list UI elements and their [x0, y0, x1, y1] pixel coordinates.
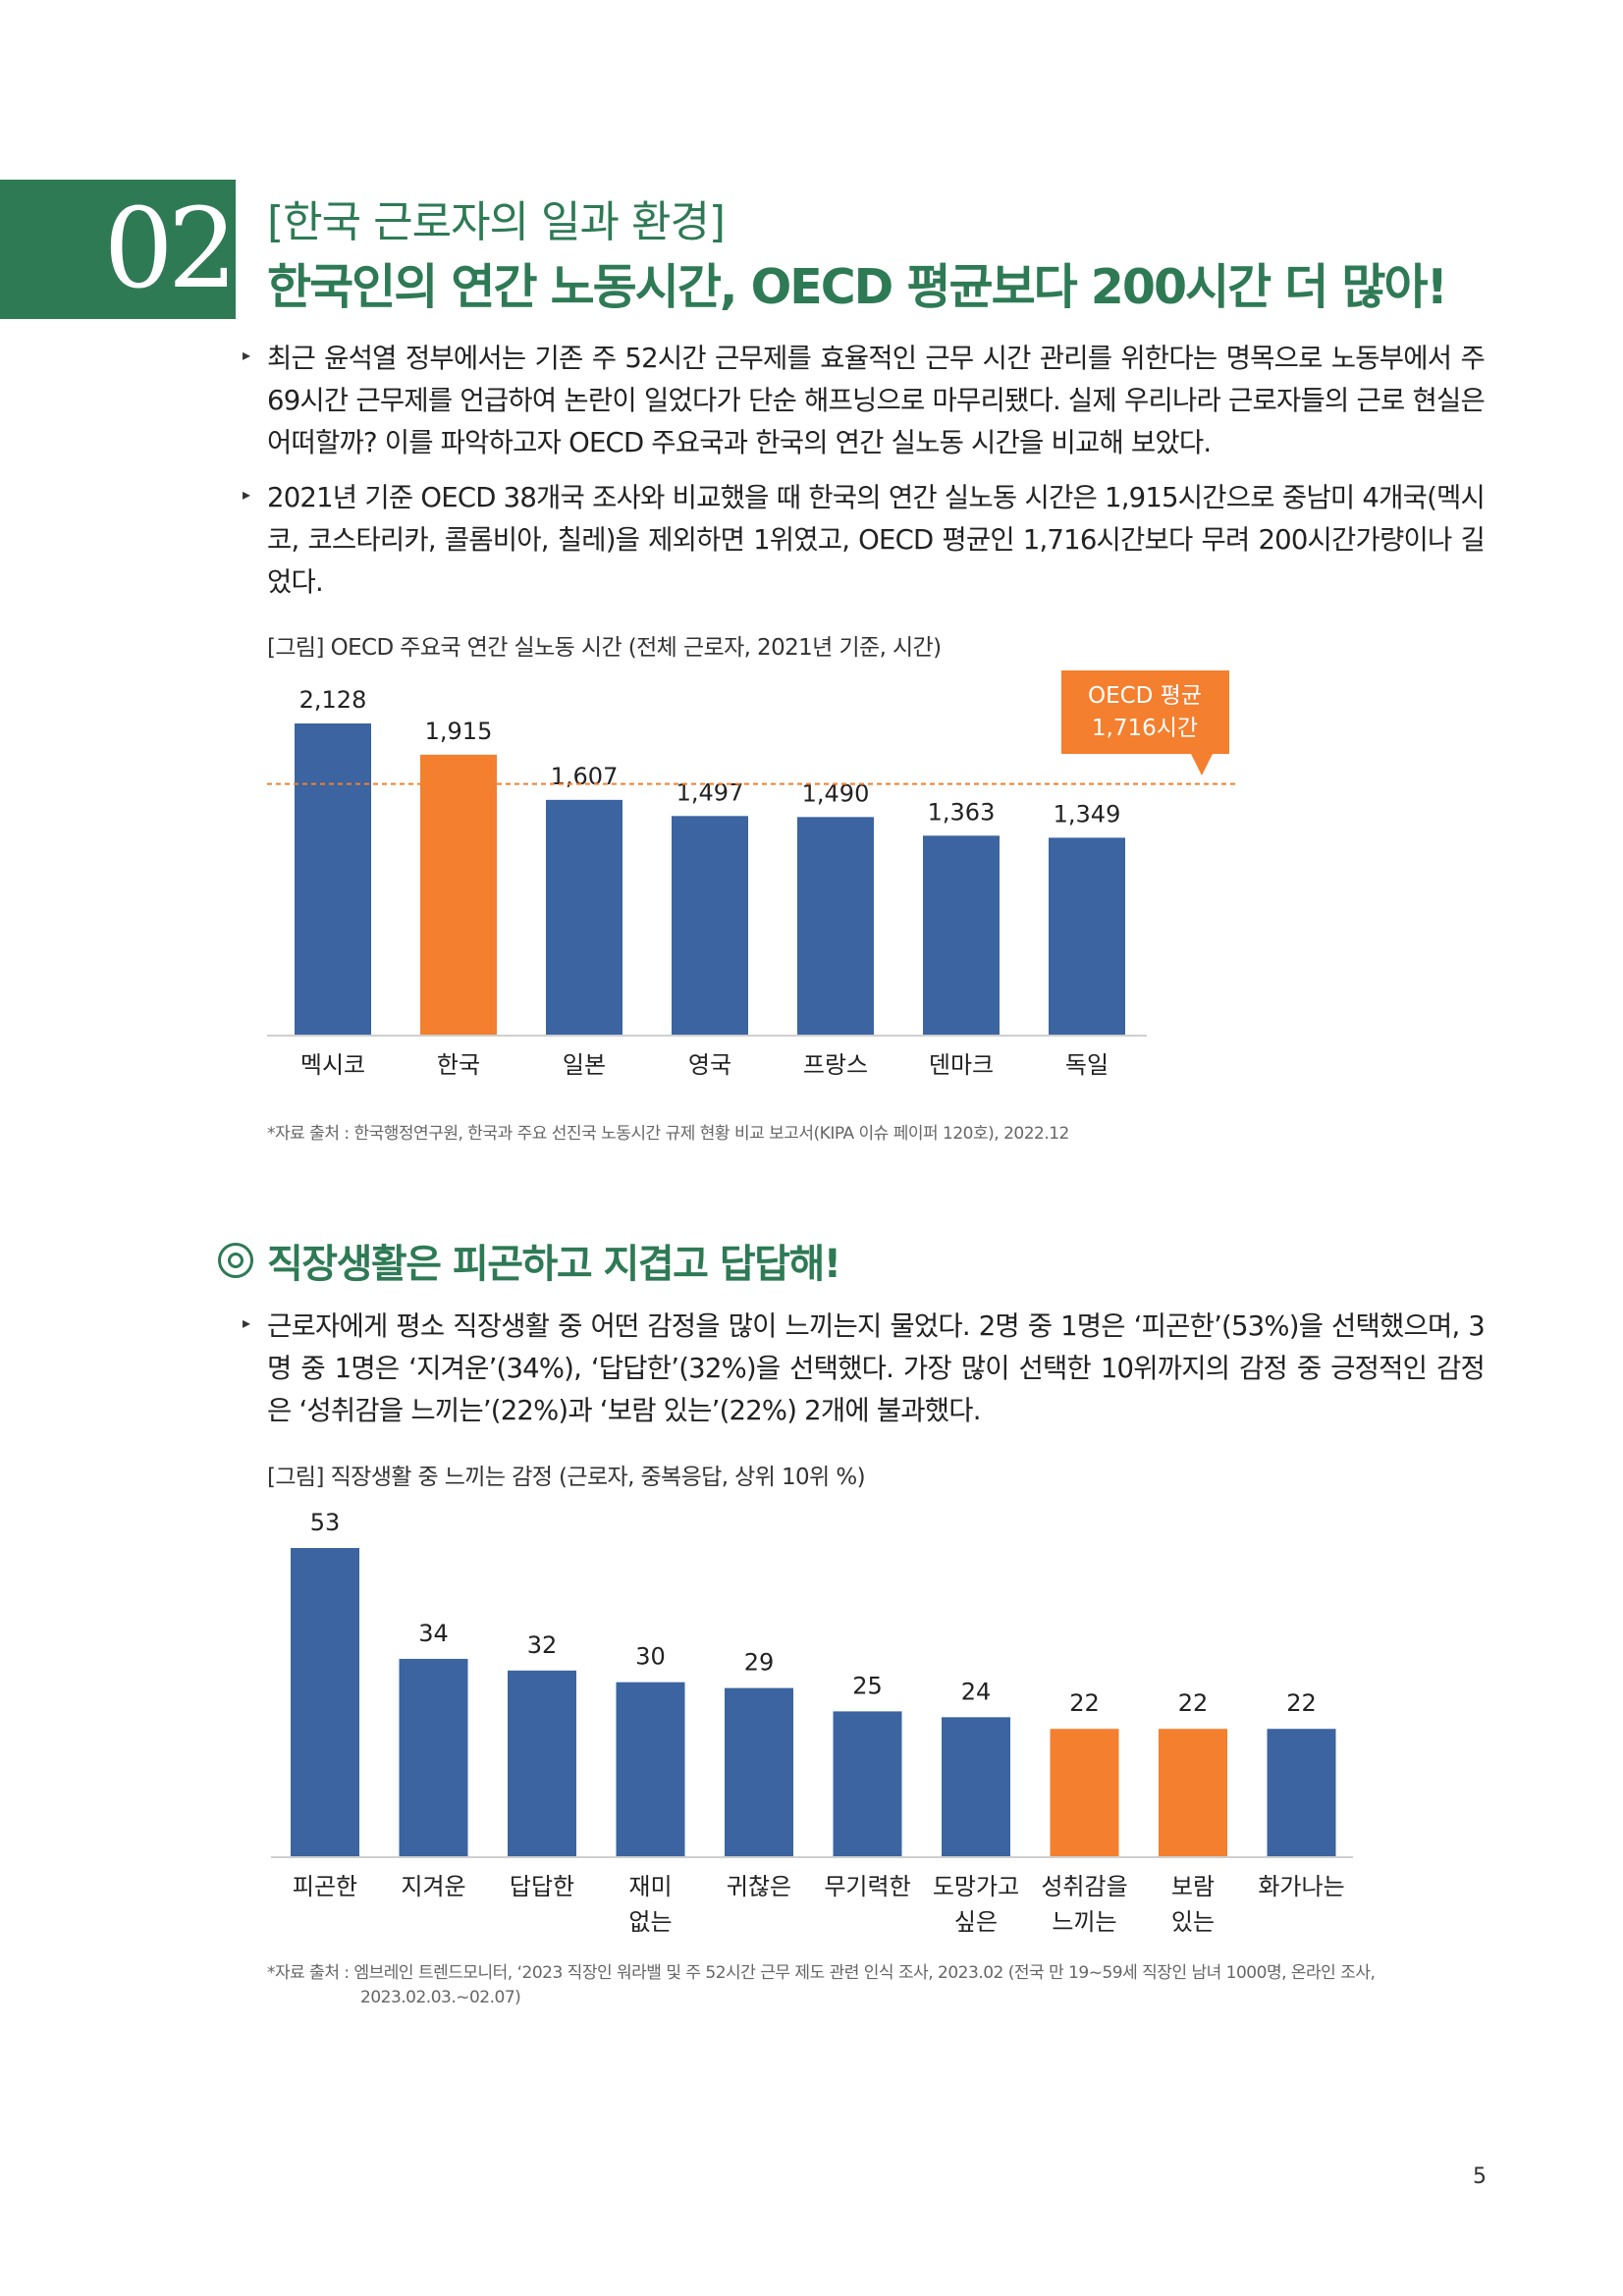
bar [616, 1682, 685, 1857]
oecd-hours-chart: 2,128멕시코1,915한국1,607일본1,497영국1,490프랑스1,3… [267, 670, 1239, 1079]
bar [420, 754, 497, 1036]
category-label: 보람 [1171, 1873, 1215, 1900]
bar [942, 1717, 1010, 1857]
page-number: 5 [1473, 2164, 1487, 2189]
section2-title: 직장생활은 피곤하고 지겹고 답답해! [267, 1242, 841, 1287]
bar [295, 723, 371, 1036]
category-label: 재미 [628, 1873, 672, 1900]
bar-value-label: 22 [1069, 1689, 1100, 1717]
bar [291, 1548, 359, 1857]
category-label: 지겨운 [401, 1873, 465, 1900]
page-title: 한국인의 연간 노동시간, OECD 평균보다 200시간 더 많아! [267, 259, 1448, 315]
figure1-caption: [그림] OECD 주요국 연간 실노동 시간 (전체 근로자, 2021년 기… [267, 635, 942, 661]
category-label: 귀찮은 [727, 1873, 791, 1900]
section-number: 02 [103, 186, 237, 313]
intro-paragraph-2: 2021년 기준 OECD 38개국 조사와 비교했을 때 한국의 연간 실노동… [267, 482, 1486, 598]
bar-value-label: 1,915 [425, 718, 493, 745]
category-label: 프랑스 [803, 1051, 868, 1079]
bar-value-label: 2,128 [299, 686, 367, 714]
category-label: 무기력한 [824, 1873, 910, 1900]
category-label: 영국 [688, 1051, 731, 1079]
bar [1159, 1729, 1227, 1857]
bullet-icon: ▸ [243, 346, 251, 364]
double-circle-icon [218, 1243, 253, 1278]
bar-value-label: 1,607 [551, 763, 619, 790]
category-label: 멕시코 [300, 1051, 365, 1079]
category-label: 있는 [1171, 1908, 1215, 1936]
bar [546, 799, 622, 1036]
section-number-box: 02 [0, 180, 238, 319]
section2-heading: 직장생활은 피곤하고 지겹고 답답해! [218, 1232, 841, 1289]
bar-value-label: 22 [1178, 1689, 1209, 1717]
bar [399, 1658, 468, 1857]
category-label: 화가나는 [1258, 1873, 1344, 1900]
bullet-icon: ▸ [243, 485, 251, 504]
category-label: 일본 [563, 1051, 606, 1079]
category-label: 피곤한 [293, 1873, 357, 1900]
bar [672, 816, 748, 1036]
bar [1049, 837, 1125, 1036]
intro-paragraph-1: 최근 윤석열 정부에서는 기존 주 52시간 근무제를 효율적인 근무 시간 관… [267, 343, 1486, 458]
bar-value-label: 24 [961, 1678, 992, 1705]
bar-value-label: 22 [1286, 1689, 1317, 1717]
bar [1050, 1729, 1119, 1857]
bar [725, 1687, 793, 1857]
callout-line2: 1,716시간 [1092, 716, 1198, 741]
bar-value-label: 1,497 [676, 778, 744, 806]
bar [833, 1711, 902, 1857]
bar [1267, 1729, 1336, 1857]
category-label: 독일 [1065, 1051, 1109, 1079]
category-label: 느끼는 [1052, 1908, 1116, 1936]
bar-value-label: 25 [852, 1672, 883, 1699]
category-label: 없는 [628, 1908, 672, 1936]
bar-value-label: 32 [527, 1631, 558, 1659]
figure2-source-line2: 2023.02.03.~02.07) [360, 1988, 521, 2007]
category-label: 도망가고 [933, 1873, 1019, 1900]
bar-value-label: 1,349 [1054, 800, 1121, 828]
bar-value-label: 30 [635, 1643, 666, 1671]
category-label: 성취감을 [1041, 1873, 1127, 1900]
bullet-icon: ▸ [243, 1313, 251, 1332]
bar-value-label: 1,363 [928, 798, 996, 826]
oecd-average-callout [1061, 670, 1229, 775]
bar-value-label: 29 [744, 1649, 775, 1677]
figure2-source-line1: *자료 출처 : 엠브레인 트렌드모니터, ‘2023 직장인 워라밸 및 주 … [267, 1963, 1376, 1983]
section-subtitle: [한국 근로자의 일과 환경] [267, 197, 726, 247]
section2-paragraph: 근로자에게 평소 직장생활 중 어떤 감정을 많이 느끼는지 물었다. 2명 중… [267, 1310, 1486, 1426]
figure1-source: *자료 출처 : 한국행정연구원, 한국과 주요 선진국 노동시간 규제 현황 … [267, 1124, 1069, 1144]
category-label: 한국 [437, 1051, 480, 1079]
figure2-caption: [그림] 직장생활 중 느끼는 감정 (근로자, 중복응답, 상위 10위 %) [267, 1465, 866, 1490]
bar [797, 817, 874, 1036]
category-label: 싶은 [954, 1908, 998, 1936]
category-label: 답답한 [510, 1873, 574, 1900]
bar [923, 835, 1000, 1036]
callout-line1: OECD 평균 [1088, 683, 1202, 709]
bar [508, 1670, 576, 1857]
bar-value-label: 34 [418, 1620, 449, 1647]
category-label: 덴마크 [929, 1051, 994, 1079]
bar-value-label: 53 [310, 1509, 341, 1536]
